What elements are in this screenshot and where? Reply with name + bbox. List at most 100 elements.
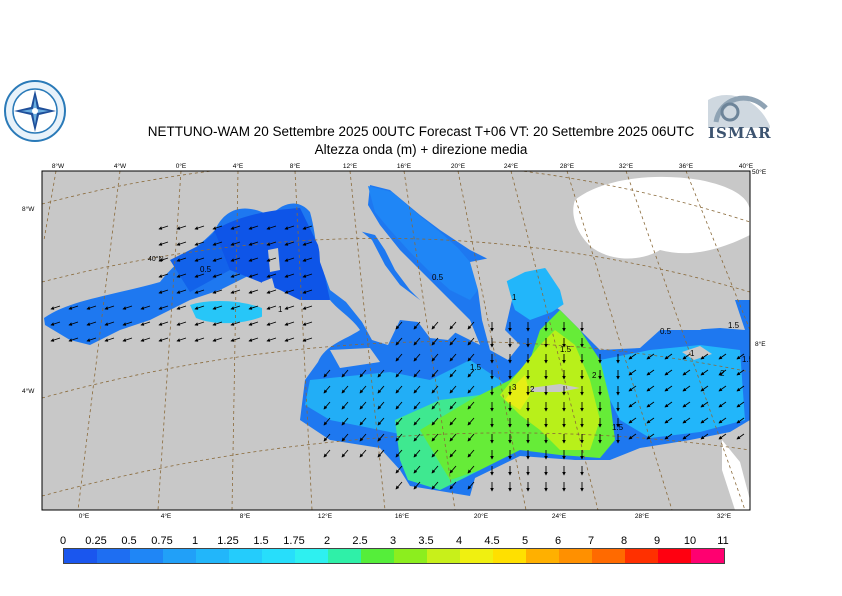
latitude-label: 40°N [148,255,164,263]
direction-arrow [230,257,241,262]
contour-label: 1 [690,349,695,358]
contour-label: 1.5 [728,321,740,330]
direction-arrow [230,225,241,230]
direction-arrow [302,289,313,294]
direction-arrow [413,369,421,378]
map-title: NETTUNO-WAM 20 Settembre 2025 00UTC Fore… [147,124,695,139]
contour-label: 2 [530,385,535,394]
contour-label: 2 [720,369,725,378]
direction-arrow [341,417,349,426]
direction-arrow [86,321,97,326]
direction-arrow [449,449,457,458]
direction-arrow [302,257,313,262]
legend-swatch [394,549,427,563]
map-border [41,170,751,511]
direction-arrow [628,369,637,376]
ismar-logo-icon [708,78,770,128]
map-subtitle: Altezza onda (m) + direzione media [314,142,528,157]
direction-arrow [395,385,403,394]
direction-arrow [176,273,187,278]
direction-arrow [158,241,169,246]
direction-arrow [467,417,475,426]
tick-label: 50°E [752,168,767,176]
direction-arrow [230,337,241,342]
direction-arrow [248,305,259,310]
direction-arrow [736,369,745,376]
direction-arrow [682,433,691,440]
direction-arrow [176,225,187,230]
island [262,278,278,320]
direction-arrow [230,321,241,326]
legend-swatch [427,549,460,563]
legend-swatch [328,549,361,563]
direction-arrow [395,353,403,362]
direction-arrow [682,385,691,392]
direction-arrow [700,401,709,408]
tick-label: 0°E [176,162,187,170]
direction-arrow [431,449,439,458]
legend-swatch [559,549,592,563]
direction-arrow [248,321,259,326]
direction-arrow [431,433,439,442]
black-sea-area [573,176,750,259]
tick-label: 4°E [233,162,244,170]
direction-arrow [449,337,457,346]
direction-arrow [359,417,367,426]
direction-arrow [266,305,277,310]
ismar-logo-text: ISMAR [708,124,772,142]
direction-arrow [628,385,637,392]
direction-arrow [413,465,421,474]
direction-arrow [158,337,169,342]
direction-arrow [50,337,61,342]
direction-arrow [140,337,151,342]
direction-arrow [664,433,673,440]
legend-label: 10 [683,535,697,547]
direction-arrow [449,321,457,330]
legend-label: 1.5 [253,535,269,547]
direction-arrow [718,353,727,360]
direction-arrow [359,449,367,458]
direction-arrow [230,305,241,310]
direction-arrow [413,321,421,330]
direction-arrow [248,273,259,278]
direction-arrow [176,289,187,294]
direction-arrow [395,465,403,474]
land-area [470,258,520,360]
direction-arrow [284,337,295,342]
direction-arrow [718,417,727,424]
direction-arrow [395,321,403,330]
direction-arrow [413,417,421,426]
direction-arrow [718,401,727,408]
direction-arrow [736,353,745,360]
island [268,248,280,272]
direction-arrow [395,433,403,442]
direction-arrow [212,321,223,326]
tick-label: 4°E [161,512,172,520]
tick-label: 4°W [22,387,35,395]
direction-arrow [323,401,331,410]
direction-arrows [50,225,745,492]
direction-arrow [664,417,673,424]
direction-arrow [664,401,673,408]
direction-arrow [266,225,277,230]
direction-arrow [302,321,313,326]
direction-arrow [212,337,223,342]
contour-label: 1 [512,293,517,302]
legend-label: 3 [389,535,397,547]
legend-label: 0.5 [121,535,137,547]
direction-arrow [86,305,97,310]
tick-label: 4°W [114,162,127,170]
direction-arrow [413,337,421,346]
direction-arrow [718,385,727,392]
direction-arrow [736,385,745,392]
direction-arrow [68,321,79,326]
direction-arrow [266,289,277,294]
direction-arrow [284,321,295,326]
direction-arrow [158,225,169,230]
legend-swatch [361,549,394,563]
yellow-region [505,375,530,410]
legend-swatch [493,549,526,563]
contour-label: 3 [512,383,517,392]
tick-label: 8°W [52,162,65,170]
